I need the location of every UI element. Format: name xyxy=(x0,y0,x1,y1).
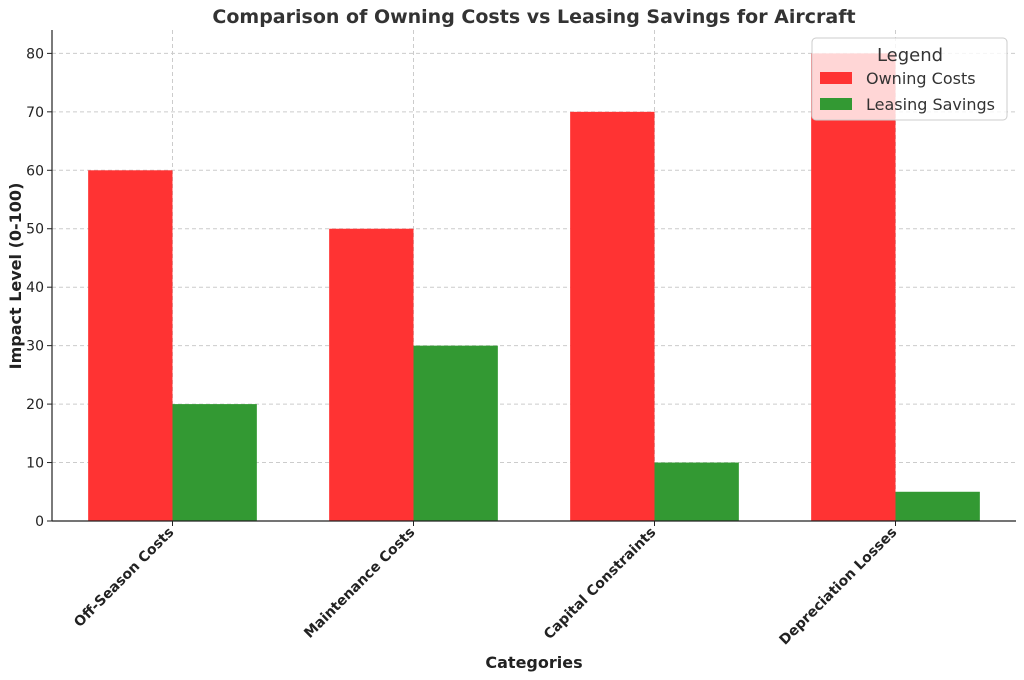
bars-layer xyxy=(88,53,980,522)
x-tick-label: Depreciation Losses xyxy=(777,525,901,649)
bar-leasing-savings xyxy=(895,491,980,521)
y-tick-label: 80 xyxy=(26,46,44,62)
bar-owning-costs xyxy=(88,170,173,522)
bar-owning-costs xyxy=(329,228,414,521)
y-axis-label: Impact Level (0-100) xyxy=(6,183,25,370)
legend-swatch-owning-costs xyxy=(820,72,852,84)
x-tick-label: Capital Constraints xyxy=(541,525,659,643)
legend-title: Legend xyxy=(877,45,943,66)
bar-leasing-savings xyxy=(413,345,498,521)
bar-owning-costs xyxy=(811,53,896,521)
x-tick-label: Off-Season Costs xyxy=(71,525,177,631)
legend-label-owning-costs: Owning Costs xyxy=(866,69,976,88)
y-tick-label: 10 xyxy=(26,456,44,472)
y-tick-label: 70 xyxy=(26,105,44,121)
legend-label-leasing-savings: Leasing Savings xyxy=(866,95,995,114)
y-tick-label: 30 xyxy=(26,339,44,355)
y-tick-label: 0 xyxy=(35,514,44,530)
legend-box xyxy=(811,37,1008,121)
legend: Legend Owning Costs Leasing Savings xyxy=(811,37,1008,121)
bar-owning-costs xyxy=(570,111,655,521)
bar-leasing-savings xyxy=(654,462,739,521)
y-tick-label: 50 xyxy=(26,222,44,238)
x-tick-label: Maintenance Costs xyxy=(301,525,418,642)
y-tick-label: 20 xyxy=(26,397,44,413)
chart-title: Comparison of Owning Costs vs Leasing Sa… xyxy=(212,6,855,28)
x-axis-label: Categories xyxy=(485,653,582,672)
bar-leasing-savings xyxy=(172,404,257,521)
legend-swatch-leasing-savings xyxy=(820,98,852,110)
y-tick-label: 40 xyxy=(26,280,44,296)
y-tick-label: 60 xyxy=(26,163,44,179)
